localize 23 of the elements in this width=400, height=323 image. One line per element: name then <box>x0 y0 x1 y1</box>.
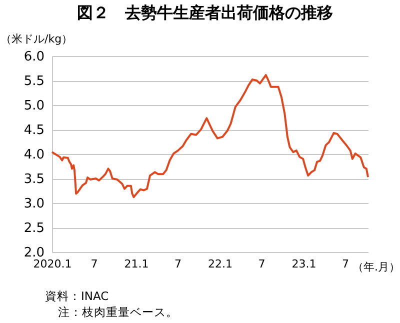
text: 注：枝肉重量ベース。 <box>58 305 178 320</box>
y-tick-label: 5.5 <box>24 74 44 89</box>
x-tick-label: 7 <box>174 258 182 270</box>
y-tick-label: 5.0 <box>24 98 44 114</box>
y-tick-label: 3.0 <box>24 196 44 212</box>
x-tick-label: 22.1 <box>208 258 233 270</box>
y-tick-label: 6.0 <box>24 50 44 64</box>
x-axis-title: （年.月） <box>352 260 400 274</box>
y-tick-label: 4.0 <box>24 148 44 162</box>
y-tick-label: 3.5 <box>24 172 44 187</box>
line-series <box>51 74 369 198</box>
x-tick-label: 21.1 <box>124 258 149 270</box>
x-tick-label: 7 <box>90 258 98 270</box>
y-axis-title: （米ドル/kg） <box>0 32 73 46</box>
x-tick-label: 7 <box>258 258 266 270</box>
y-tick-label: 4.5 <box>24 123 44 138</box>
chart-title: 図２ 去勢牛生産者出荷価格の推移 <box>76 3 334 24</box>
x-tick-label: 2020.1 <box>33 258 72 270</box>
text: 資料：INAC <box>45 289 109 304</box>
x-tick-label: 23.1 <box>292 258 316 270</box>
x-tick-label: 7 <box>342 258 350 270</box>
y-tick-label: 2.5 <box>24 221 44 236</box>
y-tick-label: 2.0 <box>24 246 44 260</box>
